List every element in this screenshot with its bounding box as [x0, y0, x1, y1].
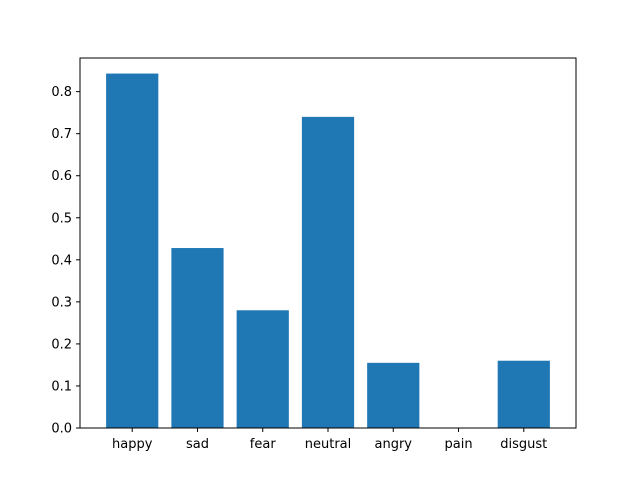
x-tick-label-happy: happy — [112, 437, 153, 452]
plot-frame — [79, 57, 577, 429]
bar-disgust — [497, 360, 550, 428]
x-tick-label-pain: pain — [444, 437, 472, 452]
y-tick-label: 0.5 — [51, 211, 72, 226]
bar-happy — [106, 73, 159, 428]
x-tick-label-disgust: disgust — [500, 437, 547, 452]
bars-group — [106, 73, 550, 428]
x-tick-label-fear: fear — [250, 437, 277, 452]
x-tick-label-sad: sad — [186, 437, 209, 452]
x-axis: happy sad fear neutral angry pain disgust — [112, 428, 547, 452]
bar-sad — [171, 248, 224, 428]
y-tick-label: 0.2 — [51, 337, 72, 352]
bar-fear — [236, 310, 289, 428]
y-axis: 0.0 0.1 0.2 0.3 0.4 0.5 0.6 0.7 0.8 — [51, 85, 80, 437]
y-tick-label: 0.4 — [51, 253, 72, 268]
x-tick-label-angry: angry — [375, 437, 413, 452]
bar-neutral — [301, 116, 355, 428]
y-tick-label: 0.3 — [51, 295, 72, 310]
y-tick-label: 0.0 — [51, 422, 72, 437]
y-tick-label: 0.1 — [51, 379, 72, 394]
y-tick-label: 0.6 — [51, 169, 72, 184]
y-tick-label: 0.8 — [51, 85, 72, 100]
x-tick-label-neutral: neutral — [305, 437, 352, 452]
y-tick-label: 0.7 — [51, 127, 72, 142]
bar-angry — [367, 362, 420, 428]
